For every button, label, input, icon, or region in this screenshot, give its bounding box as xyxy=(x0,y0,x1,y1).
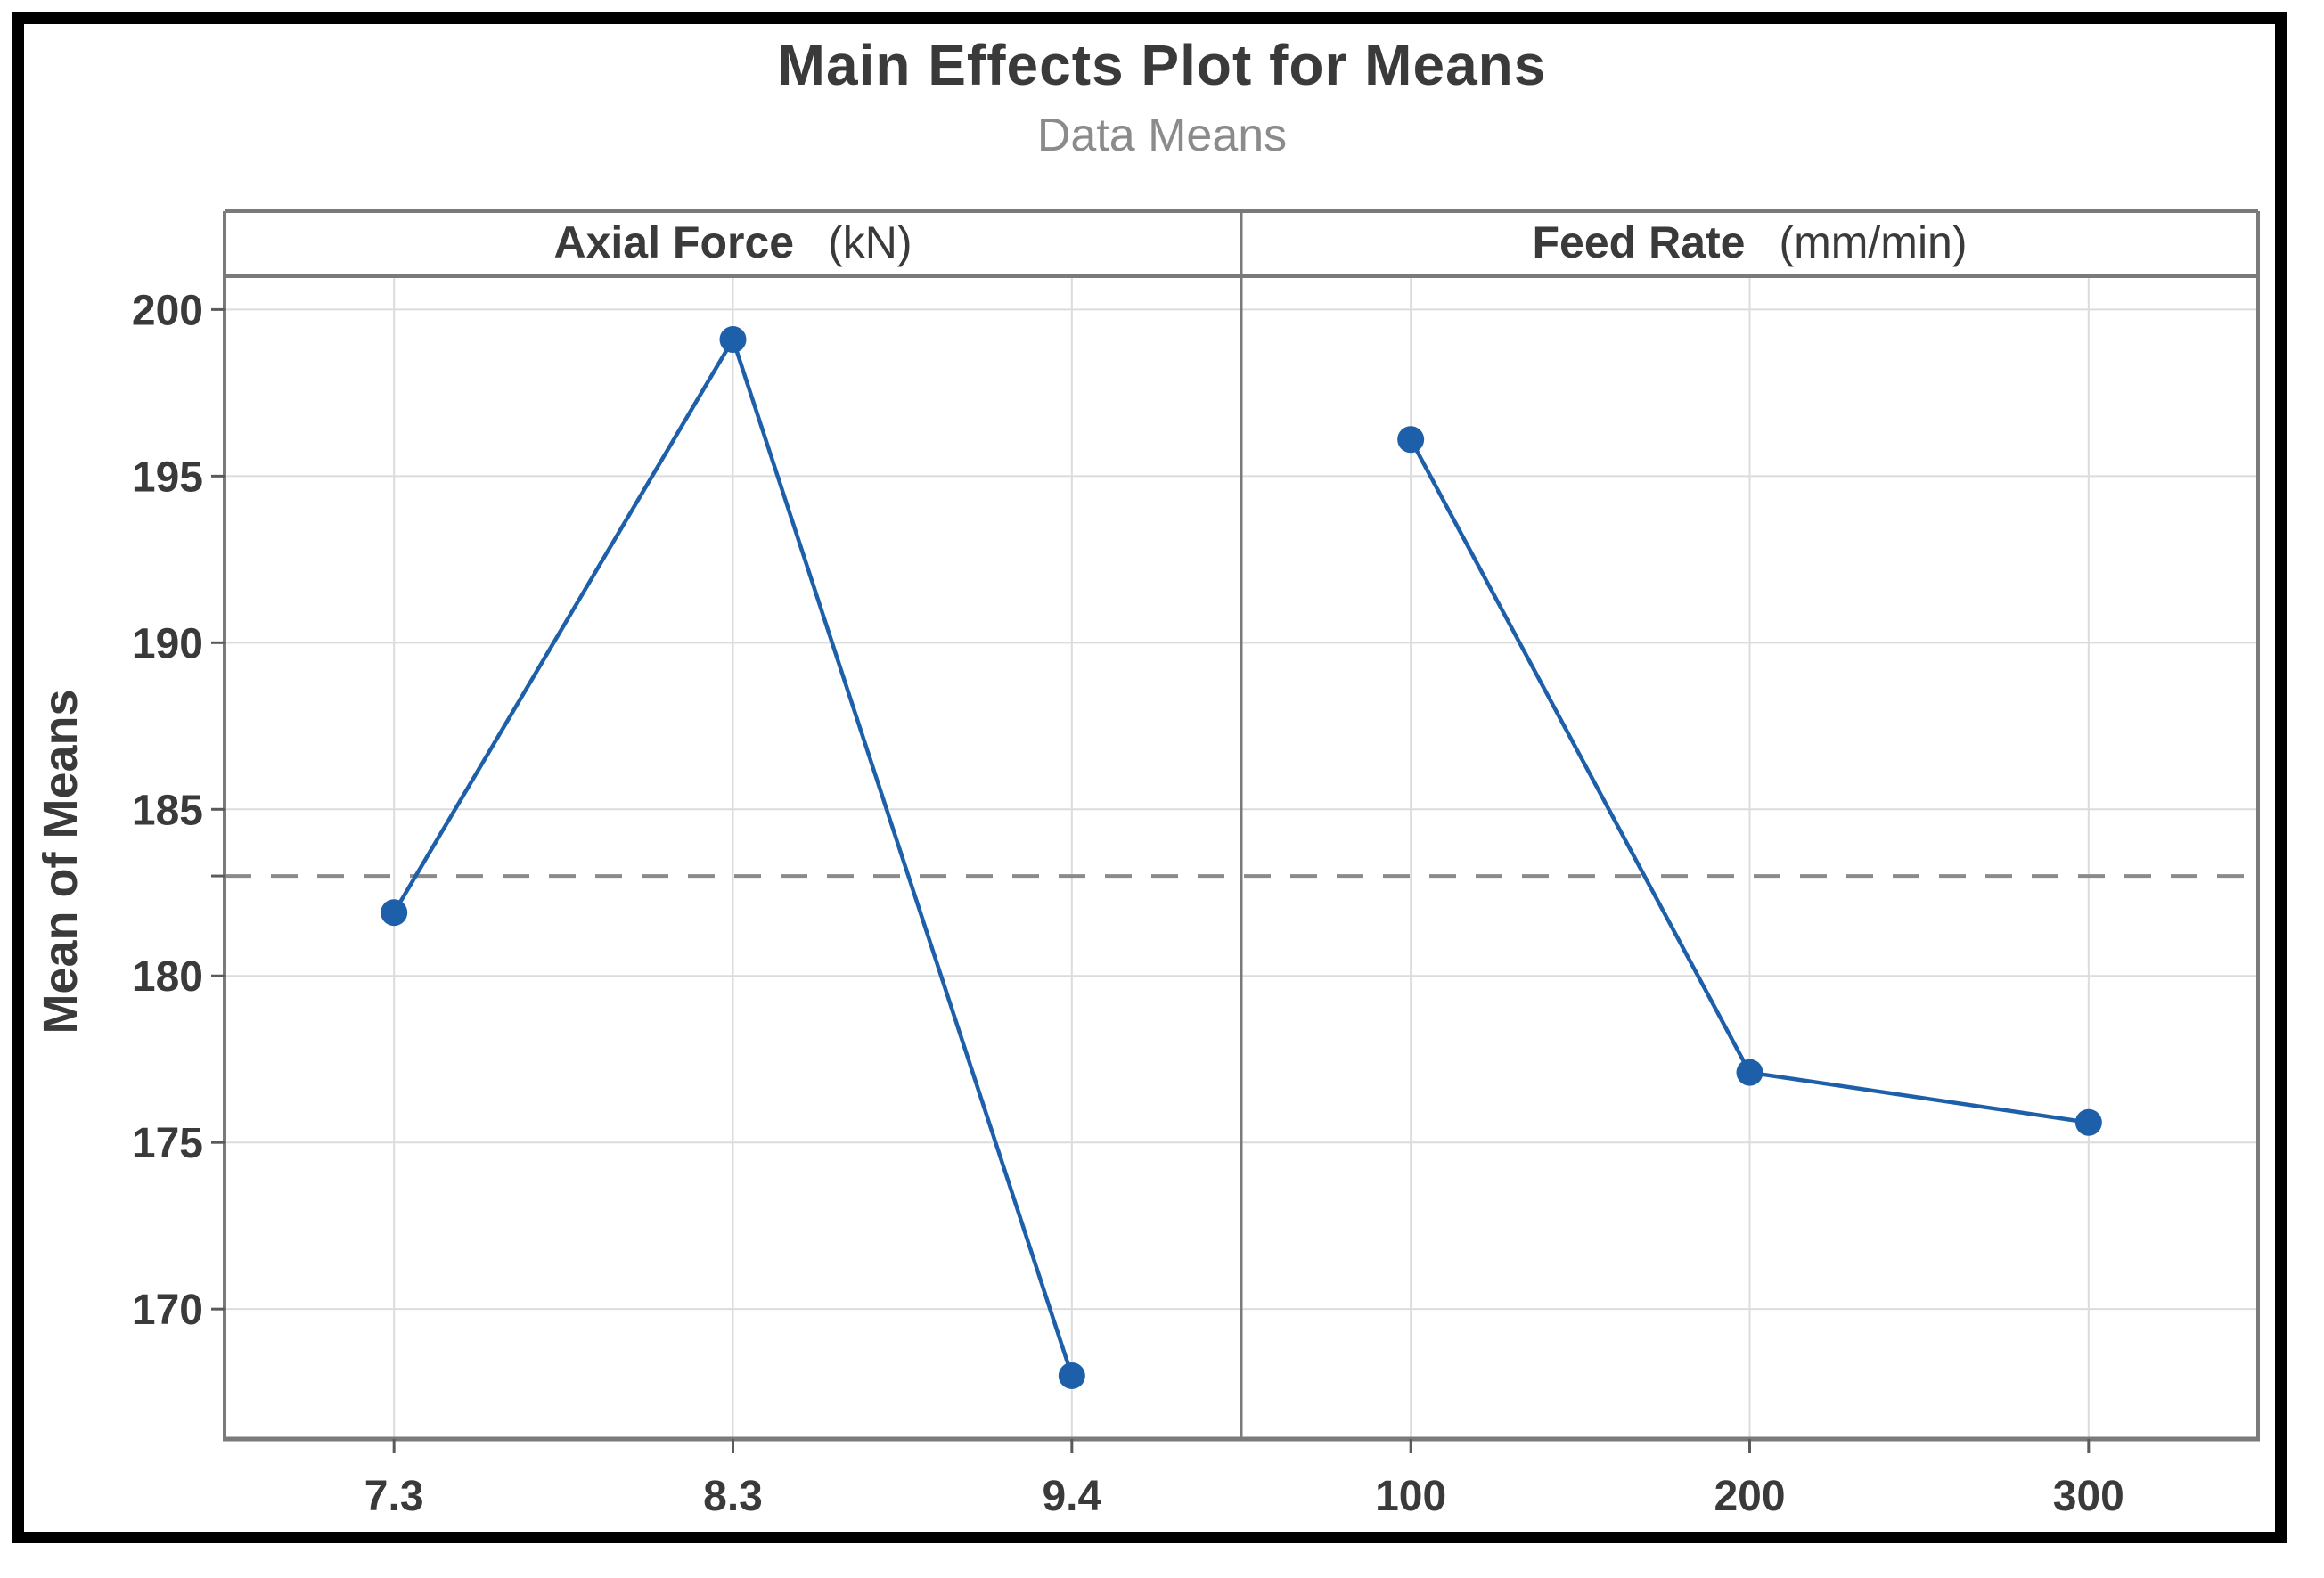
x-tick-label: 8.3 xyxy=(703,1473,763,1520)
x-tick-label: 9.4 xyxy=(1042,1473,1101,1520)
x-tick-label: 300 xyxy=(2053,1473,2124,1520)
y-tick-label: 180 xyxy=(132,953,203,1001)
data-point xyxy=(1397,426,1425,454)
chart-title: Main Effects Plot for Means xyxy=(777,33,1547,97)
chart-subtitle: Data Means xyxy=(1036,110,1288,161)
y-tick-label: 190 xyxy=(132,620,203,667)
y-tick-label: 195 xyxy=(132,454,203,501)
data-point xyxy=(2074,1108,2102,1136)
figure-border-frame xyxy=(12,12,2287,1543)
data-point xyxy=(381,899,408,927)
x-tick-label: 7.3 xyxy=(364,1473,424,1520)
y-tick-label: 185 xyxy=(132,787,203,834)
panel-title: Feed Rate (mm/min) xyxy=(1532,217,1967,267)
data-point xyxy=(1736,1059,1763,1086)
y-tick-label: 170 xyxy=(132,1287,203,1334)
data-point xyxy=(1058,1361,1085,1389)
x-tick-label: 200 xyxy=(1714,1473,1785,1520)
y-tick-label: 200 xyxy=(132,287,203,334)
x-tick-label: 100 xyxy=(1375,1473,1446,1520)
panel-title: Axial Force (kN) xyxy=(554,217,912,267)
data-point xyxy=(719,326,747,354)
y-tick-label: 175 xyxy=(132,1120,203,1167)
